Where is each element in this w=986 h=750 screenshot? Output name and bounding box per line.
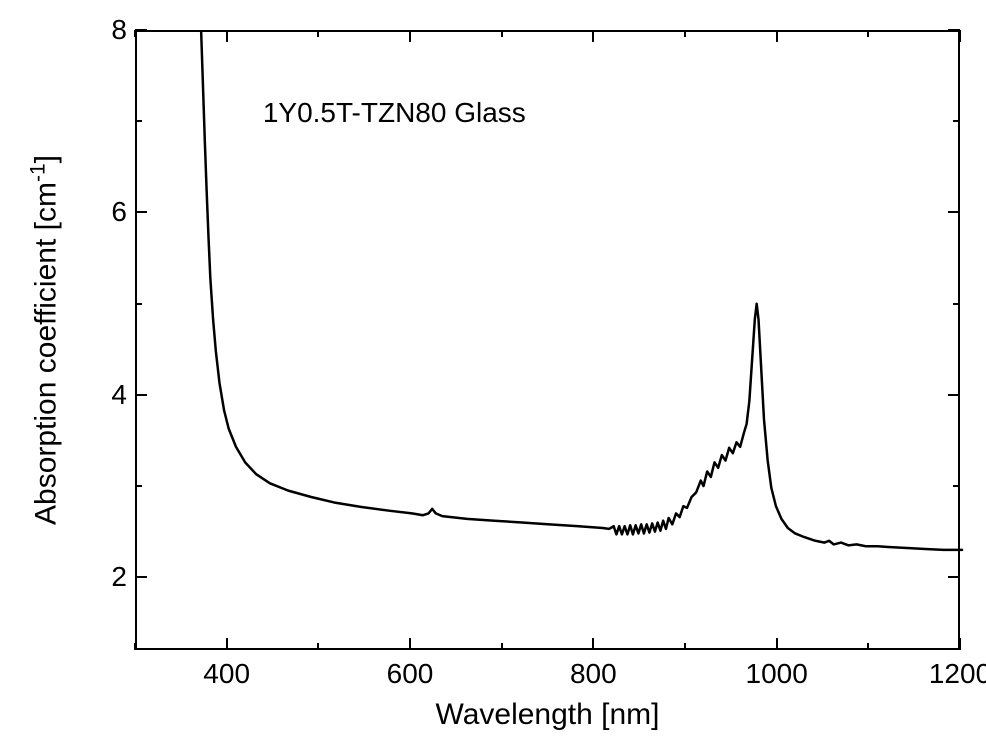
y-tick-label: 4 [105, 379, 127, 411]
x-tick [867, 30, 869, 37]
y-tick [948, 211, 960, 213]
x-tick [684, 30, 686, 37]
y-tick [135, 211, 147, 213]
x-tick [592, 30, 594, 42]
y-tick [953, 120, 960, 122]
x-tick [776, 30, 778, 42]
figure: 1Y0.5T-TZN80 Glass Wavelength [nm] Absor… [0, 0, 986, 750]
x-tick-label: 600 [387, 658, 434, 690]
y-axis-label: Absorption coefficient [cm-1] [27, 155, 64, 525]
y-tick [953, 485, 960, 487]
x-tick [501, 30, 503, 37]
x-tick [409, 638, 411, 650]
x-tick [226, 638, 228, 650]
x-tick [226, 30, 228, 42]
x-tick-label: 800 [570, 658, 617, 690]
x-tick-label: 400 [203, 658, 250, 690]
y-tick [135, 303, 142, 305]
x-tick [959, 638, 961, 650]
x-tick-label: 1200 [929, 658, 986, 690]
y-tick-label: 2 [105, 561, 127, 593]
x-tick [592, 638, 594, 650]
y-tick [953, 303, 960, 305]
x-tick [409, 30, 411, 42]
x-tick [134, 30, 136, 37]
x-tick [317, 30, 319, 37]
x-axis-label: Wavelength [nm] [436, 698, 660, 732]
y-tick-label: 8 [105, 14, 127, 46]
x-tick [501, 643, 503, 650]
x-tick [317, 643, 319, 650]
x-tick [684, 643, 686, 650]
x-tick-label: 1000 [746, 658, 808, 690]
plot-area: 1Y0.5T-TZN80 Glass [135, 30, 960, 650]
y-tick [948, 29, 960, 31]
x-tick [134, 643, 136, 650]
y-tick-label: 6 [105, 196, 127, 228]
y-tick [948, 394, 960, 396]
y-tick [135, 29, 147, 31]
x-tick [959, 30, 961, 42]
x-tick [776, 638, 778, 650]
x-tick [867, 643, 869, 650]
y-tick [135, 485, 142, 487]
y-tick [135, 394, 147, 396]
y-tick [135, 120, 142, 122]
absorption-curve [137, 32, 962, 652]
y-tick [948, 576, 960, 578]
chart-annotation: 1Y0.5T-TZN80 Glass [263, 97, 526, 129]
y-tick [135, 576, 147, 578]
